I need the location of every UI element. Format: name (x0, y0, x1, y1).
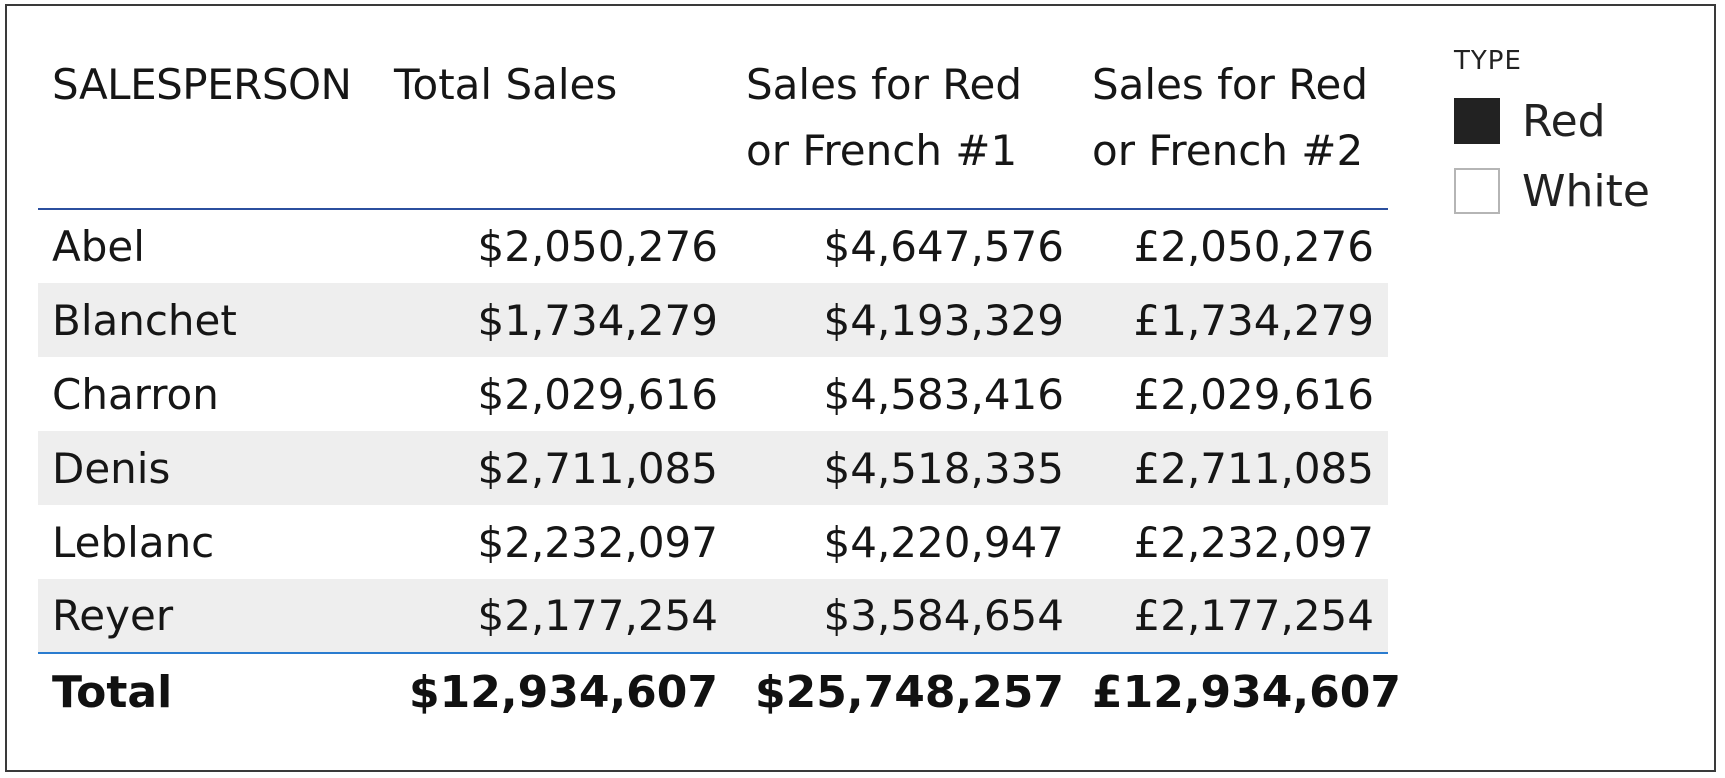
slicer-item-white[interactable]: White (1454, 156, 1650, 226)
table-row[interactable]: Denis $2,711,085 $4,518,335 £2,711,085 (38, 431, 1388, 505)
column-header-salesperson[interactable]: SALESPERSON (38, 46, 380, 210)
sales-matrix: SALESPERSON Total Sales Sales for Red or… (38, 46, 1401, 731)
slicer-item-red[interactable]: Red (1454, 86, 1650, 156)
sales-table: SALESPERSON Total Sales Sales for Red or… (38, 46, 1401, 731)
column-header-label: SALESPERSON (52, 60, 352, 109)
red-french-2-cell: £2,232,097 (1133, 517, 1374, 567)
salesperson-cell: Reyer (38, 579, 380, 654)
checkbox-unchecked-icon[interactable] (1454, 168, 1500, 214)
red-french-1-cell: $4,220,947 (823, 517, 1064, 567)
red-french-1-cell: $4,518,335 (732, 431, 1078, 505)
total-sales-cell: $2,050,276 (477, 222, 718, 271)
table-row[interactable]: Leblanc $2,232,097 $4,220,947 £2,232,097 (38, 505, 1388, 579)
salesperson-cell: Leblanc (52, 517, 215, 567)
total-sales-cell: $2,711,085 (380, 431, 732, 505)
header-row: SALESPERSON Total Sales Sales for Red or… (38, 46, 1388, 210)
table-row[interactable]: Reyer $2,177,254 $3,584,654 £2,177,254 (38, 579, 1388, 654)
total-sales-cell: $1,734,279 (380, 283, 732, 357)
checkbox-checked-icon[interactable] (1454, 98, 1500, 144)
red-french-2-sum: £12,934,607 (1092, 667, 1401, 718)
table-row[interactable]: Charron $2,029,616 $4,583,416 £2,029,616 (38, 357, 1388, 431)
salesperson-cell: Charron (52, 369, 219, 419)
slicer-item-label: Red (1522, 95, 1606, 147)
salesperson-cell: Abel (52, 222, 145, 271)
slicer-title: TYPE (1454, 46, 1522, 76)
column-header-line: or French #2 (1092, 126, 1364, 175)
type-slicer: TYPE Red White (1454, 46, 1650, 226)
column-header-red-french-2[interactable]: Sales for Red or French #2 (1078, 46, 1388, 210)
red-french-2-cell: £2,177,254 (1078, 579, 1388, 654)
total-row: Total $12,934,607 $25,748,257 £12,934,60… (38, 653, 1401, 731)
total-sales-cell: $2,029,616 (477, 369, 718, 419)
salesperson-cell: Blanchet (38, 283, 380, 357)
column-header-total-sales[interactable]: Total Sales (380, 46, 732, 210)
red-french-1-cell: $3,584,654 (732, 579, 1078, 654)
red-french-1-cell: $4,193,329 (732, 283, 1078, 357)
column-header-line: or French #1 (746, 126, 1018, 175)
table-row[interactable]: Abel $2,050,276 $4,647,576 £2,050,276 (38, 209, 1388, 283)
red-french-2-cell: £1,734,279 (1078, 283, 1388, 357)
red-french-1-cell: $4,583,416 (823, 369, 1064, 419)
table-row[interactable]: Blanchet $1,734,279 $4,193,329 £1,734,27… (38, 283, 1388, 357)
total-sales-cell: $2,177,254 (380, 579, 732, 654)
column-header-red-french-1[interactable]: Sales for Red or French #1 (732, 46, 1078, 210)
slicer-item-label: White (1522, 165, 1650, 217)
report-visual-frame: SALESPERSON Total Sales Sales for Red or… (5, 4, 1716, 772)
total-sales-cell: $2,232,097 (477, 517, 718, 567)
red-french-2-cell: £2,711,085 (1078, 431, 1388, 505)
red-french-2-cell: £2,050,276 (1133, 222, 1374, 271)
red-french-1-cell: $4,647,576 (823, 222, 1064, 271)
salesperson-cell: Denis (38, 431, 380, 505)
total-label: Total (52, 667, 173, 718)
column-header-line: Sales for Red (746, 60, 1023, 109)
column-header-label: Total Sales (394, 60, 618, 109)
red-french-1-sum: $25,748,257 (755, 667, 1064, 718)
red-french-2-cell: £2,029,616 (1133, 369, 1374, 419)
total-sales-sum: $12,934,607 (409, 667, 718, 718)
column-header-line: Sales for Red (1092, 60, 1369, 109)
